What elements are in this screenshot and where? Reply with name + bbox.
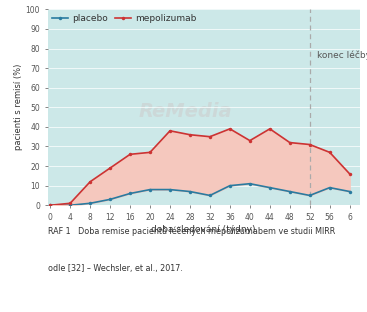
mepolizumab (208, 135, 212, 139)
Line: mepolizumab: mepolizumab (48, 127, 352, 207)
Y-axis label: pacienti s remisí (%): pacienti s remisí (%) (14, 64, 23, 150)
Legend: placebo, mepolizumab: placebo, mepolizumab (52, 14, 196, 23)
Text: RAF 1   Doba remise pacientů léčených mepolizumabem ve studii MIRR: RAF 1 Doba remise pacientů léčených mepo… (48, 227, 335, 236)
Line: placebo: placebo (48, 182, 352, 207)
placebo (148, 188, 152, 192)
placebo (108, 197, 112, 201)
mepolizumab (68, 202, 72, 205)
placebo (308, 193, 312, 197)
mepolizumab (228, 127, 232, 131)
placebo (188, 190, 192, 193)
mepolizumab (268, 127, 272, 131)
mepolizumab (288, 141, 292, 144)
mepolizumab (248, 139, 252, 143)
placebo (68, 203, 72, 207)
placebo (327, 186, 332, 189)
mepolizumab (168, 129, 172, 133)
placebo (48, 203, 52, 207)
placebo (268, 186, 272, 189)
mepolizumab (88, 180, 92, 184)
Text: konec léčby: konec léčby (317, 51, 367, 60)
mepolizumab (188, 133, 192, 137)
Text: ReMedia: ReMedia (138, 102, 232, 121)
mepolizumab (148, 150, 152, 154)
placebo (88, 202, 92, 205)
Text: odle [32] – Wechsler, et al., 2017.: odle [32] – Wechsler, et al., 2017. (48, 264, 183, 273)
placebo (248, 182, 252, 186)
mepolizumab (48, 203, 52, 207)
mepolizumab (327, 150, 332, 154)
mepolizumab (128, 153, 132, 156)
placebo (168, 188, 172, 192)
mepolizumab (348, 172, 352, 176)
X-axis label: doba sledování (týdny): doba sledování (týdny) (152, 225, 256, 234)
placebo (228, 184, 232, 188)
placebo (128, 192, 132, 195)
placebo (288, 190, 292, 193)
mepolizumab (108, 166, 112, 170)
placebo (208, 193, 212, 197)
mepolizumab (308, 143, 312, 146)
placebo (348, 190, 352, 193)
